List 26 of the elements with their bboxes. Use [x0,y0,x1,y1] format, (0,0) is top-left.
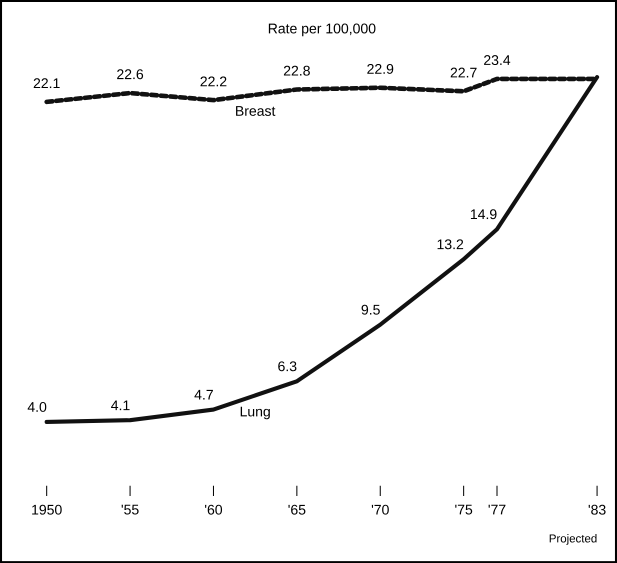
data-label: 22.2 [200,76,226,86]
data-label: 22.7 [450,68,477,78]
data-label: 23.4 [484,55,510,65]
data-label: 6.3 [278,361,296,372]
x-tick-label: '77 [488,504,506,514]
series-label: Breast [236,106,276,116]
x-tick-label: '60 [205,504,222,515]
data-label: 22.8 [284,66,310,76]
data-label: 4.7 [194,390,213,400]
data-label: 22.1 [34,78,60,88]
chart-title: Rate per 100,000 [268,23,376,36]
x-tick-label: '83 [588,504,606,515]
x-tick-label: '55 [122,504,139,514]
x-tick-label: '75 [455,504,472,514]
x-tick-label: '65 [288,504,306,515]
series-label: Lung [240,406,270,420]
data-label: 14.9 [470,209,497,220]
data-label: 22.9 [367,64,394,74]
data-label: 9.5 [362,304,380,315]
x-tick-label: '70 [372,504,389,515]
text: Projected [550,534,596,545]
data-label: 13.2 [438,239,464,250]
x-tick-label: 1950 [32,504,62,515]
data-label: 4.0 [28,402,46,412]
data-label: 4.1 [111,400,130,410]
data-label: 22.6 [117,69,144,80]
